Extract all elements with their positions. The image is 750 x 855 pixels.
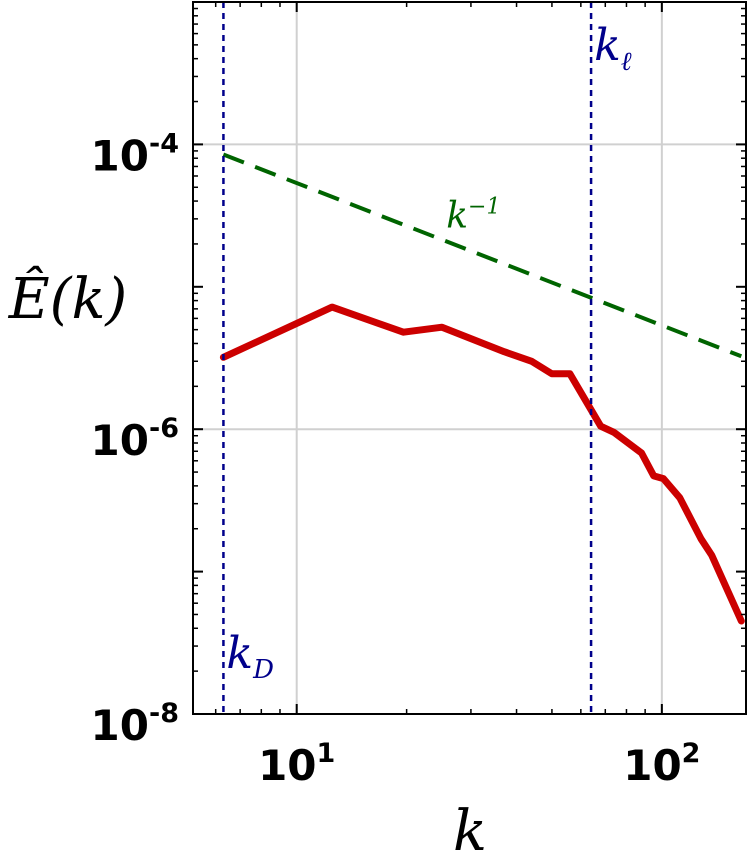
tick-label-exponent: -8 — [149, 698, 179, 729]
plot-frame — [192, 1, 747, 715]
vline-label-base: k — [226, 628, 253, 679]
series-layer — [219, 152, 745, 625]
tick-label-base: 10 — [91, 416, 149, 465]
x-axis-label: k — [453, 799, 487, 855]
tick-label-exponent: 1 — [317, 738, 336, 769]
tick-label-base: 10 — [91, 701, 149, 750]
svg-text:Ê(k): Ê(k) — [8, 265, 128, 332]
vline-label-subscript: D — [252, 655, 274, 685]
energy-spectrum-line — [219, 303, 745, 625]
axis-ticks — [193, 1, 746, 715]
tick-label-base: 10 — [258, 741, 316, 790]
slope-annotation: k−1 — [446, 195, 500, 237]
slope-annotation-base: k — [446, 196, 468, 237]
reference-lines — [222, 2, 593, 714]
reference-vline-label: kℓ — [594, 20, 632, 77]
y-axis-label: Ê(k) — [8, 265, 128, 332]
vline-label-base: k — [594, 20, 621, 71]
slope-annotation-exponent: −1 — [468, 195, 500, 220]
tick-label-base: 10 — [91, 131, 149, 180]
tick-label-exponent: -6 — [149, 413, 179, 444]
power-law-reference-line — [222, 152, 743, 359]
reference-vline-label: kD — [226, 628, 274, 685]
tick-label-exponent: 2 — [682, 738, 701, 769]
y-tick-label: 10-6 — [91, 413, 179, 465]
x-tick-label: 101 — [258, 738, 335, 790]
y-tick-label: 10-8 — [91, 698, 179, 750]
x-tick-label: 102 — [623, 738, 700, 790]
tick-label-exponent: -4 — [149, 128, 179, 159]
y-tick-label: 10-4 — [91, 128, 179, 180]
svg-text:k: k — [453, 799, 487, 855]
vline-label-subscript: ℓ — [621, 47, 632, 77]
grid-lines — [193, 2, 746, 714]
tick-label-base: 10 — [623, 741, 681, 790]
